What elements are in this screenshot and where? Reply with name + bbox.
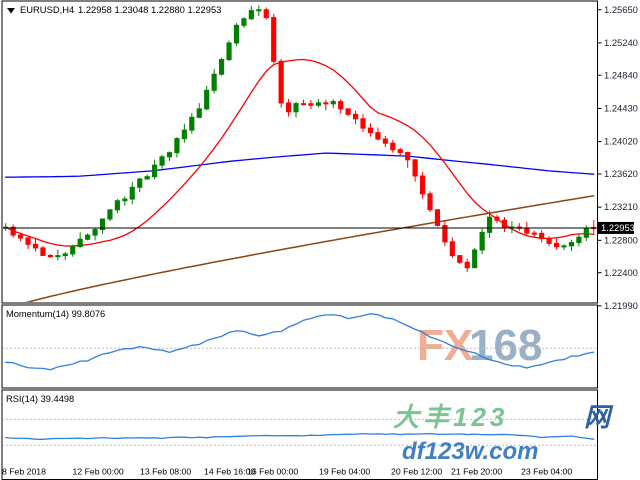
- svg-text:df123w.com: df123w.com: [402, 438, 539, 465]
- svg-text:网: 网: [584, 402, 614, 432]
- svg-text:1.25650: 1.25650: [604, 4, 638, 15]
- svg-text:1.24020: 1.24020: [604, 136, 638, 147]
- svg-text:1.22400: 1.22400: [604, 267, 638, 278]
- svg-text:FX: FX: [417, 321, 473, 370]
- svg-text:21 Feb 20:00: 21 Feb 20:00: [451, 467, 502, 477]
- svg-text:19 Feb 04:00: 19 Feb 04:00: [319, 467, 370, 477]
- svg-text:16 Feb 00:00: 16 Feb 00:00: [247, 467, 298, 477]
- svg-text:168: 168: [469, 321, 542, 370]
- svg-text:1.21990: 1.21990: [604, 300, 638, 311]
- svg-text:1.22958 1.23048 1.22880 1.2295: 1.22958 1.23048 1.22880 1.22953: [78, 4, 221, 15]
- svg-text:Momentum(14) 99.8076: Momentum(14) 99.8076: [6, 309, 105, 319]
- svg-text:1.24430: 1.24430: [604, 103, 638, 114]
- svg-text:8 Feb 2018: 8 Feb 2018: [2, 467, 46, 477]
- svg-text:1.23620: 1.23620: [604, 168, 638, 179]
- svg-text:RSI(14) 39.4498: RSI(14) 39.4498: [6, 394, 74, 404]
- svg-text:EURUSD,H4: EURUSD,H4: [20, 4, 74, 15]
- svg-text:1.24840: 1.24840: [604, 69, 638, 80]
- svg-text:23 Feb 04:00: 23 Feb 04:00: [521, 467, 572, 477]
- svg-text:1.22953: 1.22953: [601, 222, 635, 233]
- svg-text:13 Feb 08:00: 13 Feb 08:00: [140, 467, 191, 477]
- svg-text:1.23210: 1.23210: [604, 201, 638, 212]
- svg-text:大丰123: 大丰123: [393, 402, 508, 432]
- svg-text:12 Feb 00:00: 12 Feb 00:00: [73, 467, 124, 477]
- svg-text:1.25240: 1.25240: [604, 37, 638, 48]
- svg-text:1.22800: 1.22800: [604, 234, 638, 245]
- svg-text:20 Feb 12:00: 20 Feb 12:00: [391, 467, 442, 477]
